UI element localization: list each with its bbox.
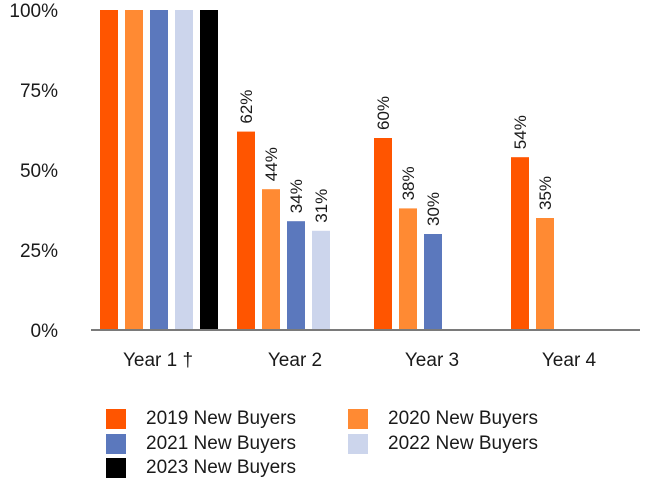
bar [399,208,417,330]
legend-item: 2022 New Buyers [348,433,538,455]
bar [125,10,143,330]
bar [200,10,218,330]
bar [100,10,118,330]
legend-label: 2023 New Buyers [146,457,296,478]
y-tick-label: 50% [20,161,58,182]
bar [511,157,529,330]
bar [536,218,554,330]
legend-swatch [106,434,126,454]
x-tick-label: Year 2 [268,350,322,371]
bar-data-label: 30% [424,192,443,226]
legend-label: 2020 New Buyers [388,408,538,429]
x-tick-label: Year 4 [542,350,597,371]
y-tick-label: 100% [9,1,58,22]
legend-label: 2022 New Buyers [388,433,538,454]
bar-data-label: 60% [374,96,393,130]
bar-data-label: 44% [262,147,281,181]
legend-item: 2019 New Buyers [106,408,296,430]
y-axis-ticks: 0% 25% 50% 75% 100% [9,1,58,342]
bar [175,10,193,330]
y-tick-label: 75% [20,81,58,102]
x-axis-ticks: Year 1 † Year 2 Year 3 Year 4 [123,350,597,371]
bar [374,138,392,330]
legend-swatch [106,458,126,478]
legend-swatch [348,434,368,454]
y-tick-label: 0% [31,321,59,342]
legend-item: 2020 New Buyers [348,408,538,430]
bar [237,131,255,330]
bar-data-label: 31% [312,189,331,223]
bar [287,221,305,330]
bars [100,10,554,330]
legend-label: 2019 New Buyers [146,408,296,429]
x-tick-label: Year 3 [405,350,459,371]
bar-data-label: 38% [399,166,418,200]
legend-item: 2021 New Buyers [106,433,296,455]
bar [424,234,442,330]
bar [312,230,330,330]
legend-label: 2021 New Buyers [146,433,296,454]
bar-data-label: 34% [287,179,306,213]
bar-data-label: 62% [237,90,256,124]
bar [150,10,168,330]
bar-data-label: 54% [511,115,530,149]
x-tick-label: Year 1 † [123,350,193,371]
legend-item: 2023 New Buyers [106,457,296,479]
bar-data-labels: 62% 60% 54% 44% 38% 35% 34% 30% 31% [237,90,555,226]
y-tick-label: 25% [20,241,58,262]
bar [262,189,280,330]
bar-data-label: 35% [536,176,555,210]
legend-swatch [348,409,368,429]
legend-swatch [106,409,126,429]
